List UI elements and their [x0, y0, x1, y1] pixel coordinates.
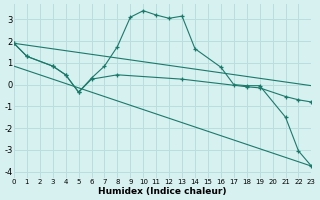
X-axis label: Humidex (Indice chaleur): Humidex (Indice chaleur) — [99, 187, 227, 196]
